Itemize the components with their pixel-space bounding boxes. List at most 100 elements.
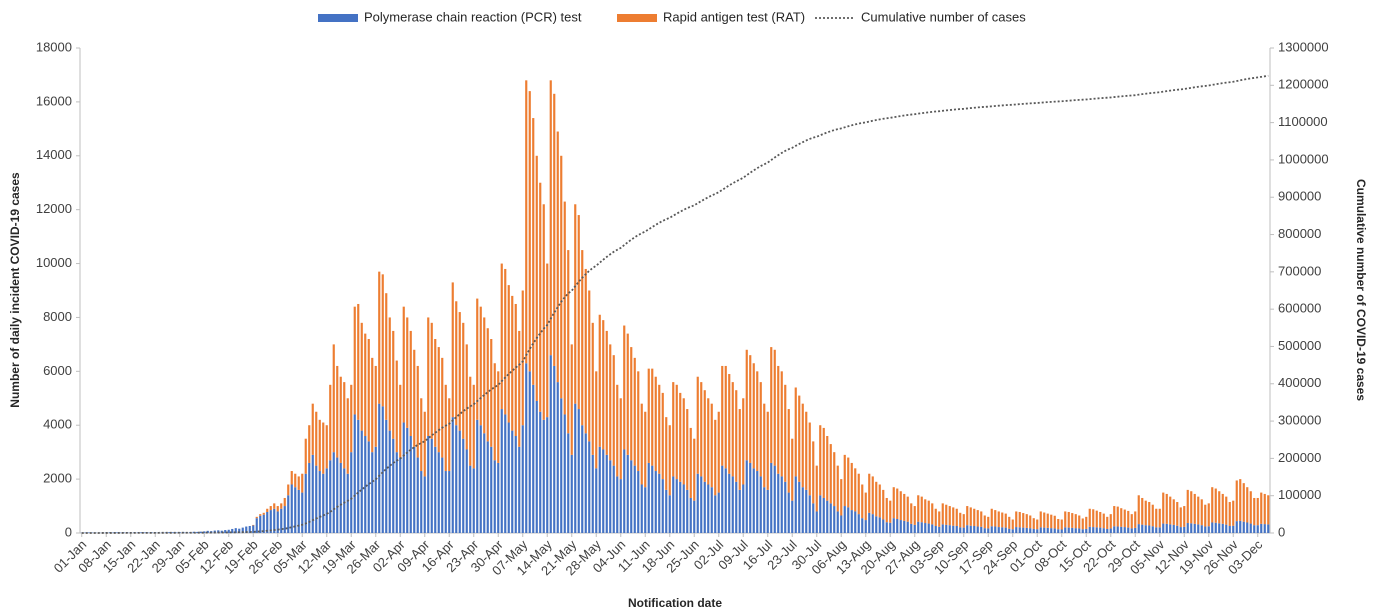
- legend-label: Rapid antigen test (RAT): [663, 9, 805, 24]
- bar-segment: [1004, 513, 1007, 528]
- bar-segment: [444, 471, 447, 533]
- bar-segment: [1214, 488, 1217, 523]
- bar-segment: [787, 409, 790, 493]
- bar-segment: [455, 301, 458, 426]
- bar-segment: [805, 489, 808, 533]
- bar-segment: [637, 471, 640, 533]
- bar-segment: [563, 201, 566, 415]
- bar-segment: [875, 516, 878, 533]
- bar-segment: [668, 495, 671, 533]
- bar-segment: [1067, 527, 1070, 533]
- bar-segment: [283, 506, 286, 533]
- bar-segment: [1179, 507, 1182, 528]
- bar-segment: [626, 333, 629, 455]
- bar-segment: [227, 529, 230, 533]
- bar-segment: [409, 436, 412, 533]
- bar-segment: [294, 473, 297, 488]
- bar-segment: [1172, 524, 1175, 533]
- bar-segment: [472, 468, 475, 533]
- bar-segment: [651, 368, 654, 466]
- bar-segment: [1165, 493, 1168, 524]
- bar-segment: [605, 330, 608, 455]
- bar-segment: [1169, 524, 1172, 533]
- bar-segment: [623, 325, 626, 450]
- bar-segment: [567, 250, 570, 434]
- bar-segment: [322, 473, 325, 533]
- bar-segment: [364, 436, 367, 533]
- bar-segment: [280, 503, 283, 509]
- bar-segment: [735, 390, 738, 482]
- bar-segment: [619, 398, 622, 480]
- bar-segment: [350, 384, 353, 453]
- bar-segment: [672, 382, 675, 477]
- bar-segment: [584, 268, 587, 434]
- bar-segment: [476, 298, 479, 420]
- bar-segment: [612, 465, 615, 533]
- bar-segment: [1008, 516, 1011, 529]
- bar-segment: [1256, 525, 1259, 533]
- bar-segment: [378, 271, 381, 404]
- bar-segment: [451, 417, 454, 533]
- bar-segment: [738, 409, 741, 490]
- bar-segment: [1267, 495, 1270, 525]
- bar-segment: [616, 384, 619, 477]
- bar-segment: [441, 457, 444, 533]
- bar-segment: [738, 489, 741, 533]
- bar-segment: [777, 473, 780, 533]
- bar-segment: [315, 411, 318, 466]
- bar-segment: [990, 508, 993, 527]
- bar-segment: [962, 527, 965, 533]
- bar-segment: [903, 493, 906, 521]
- bar-segment: [206, 530, 209, 533]
- bar-segment: [497, 371, 500, 463]
- bar-segment: [742, 398, 745, 485]
- bar-segment: [360, 322, 363, 431]
- bar-segment: [280, 508, 283, 533]
- bar-segment: [973, 525, 976, 533]
- bar-segment: [360, 430, 363, 533]
- bar-segment: [1053, 515, 1056, 529]
- bar-segment: [1036, 529, 1039, 533]
- bar-segment: [826, 436, 829, 501]
- bar-segment: [462, 438, 465, 533]
- bar-segment: [427, 436, 430, 533]
- bar-segment: [518, 446, 521, 533]
- bar-segment: [196, 531, 199, 533]
- bar-segment: [1095, 510, 1098, 528]
- bar-segment: [525, 80, 528, 364]
- bar-segment: [1022, 527, 1025, 533]
- y-tick-label: 2000: [43, 471, 72, 486]
- bar-segment: [1183, 506, 1186, 527]
- bar-segment: [346, 473, 349, 533]
- bar-segment: [1092, 527, 1095, 533]
- bar-segment: [511, 295, 514, 431]
- y-tick-label: 4000: [43, 417, 72, 432]
- bar-segment: [479, 425, 482, 533]
- y2-tick-label: 900000: [1278, 189, 1321, 204]
- bar-segment: [388, 430, 391, 533]
- bar-segment: [1085, 528, 1088, 533]
- bar-segment: [434, 339, 437, 447]
- bar-segment: [203, 531, 206, 533]
- bar-segment: [353, 306, 356, 415]
- bar-segment: [392, 330, 395, 439]
- bar-segment: [822, 427, 825, 498]
- bar-segment: [556, 382, 559, 533]
- bar-segment: [675, 384, 678, 480]
- bar-segment: [850, 462, 853, 511]
- bar-segment: [1186, 523, 1189, 533]
- bar-segment: [546, 417, 549, 533]
- bar-segment: [1141, 497, 1144, 525]
- bar-segment: [1025, 514, 1028, 528]
- bar-segment: [241, 527, 244, 533]
- bar-segment: [539, 411, 542, 533]
- bar-segment: [507, 422, 510, 533]
- bar-segment: [1228, 502, 1231, 526]
- cumulative-line: [81, 74, 1269, 534]
- bar-segment: [899, 520, 902, 533]
- bar-segment: [696, 376, 699, 474]
- bar-segment: [1158, 508, 1161, 528]
- x-axis-title: Notification date: [628, 596, 722, 610]
- bar-segment: [588, 441, 591, 533]
- bar-segment: [945, 524, 948, 533]
